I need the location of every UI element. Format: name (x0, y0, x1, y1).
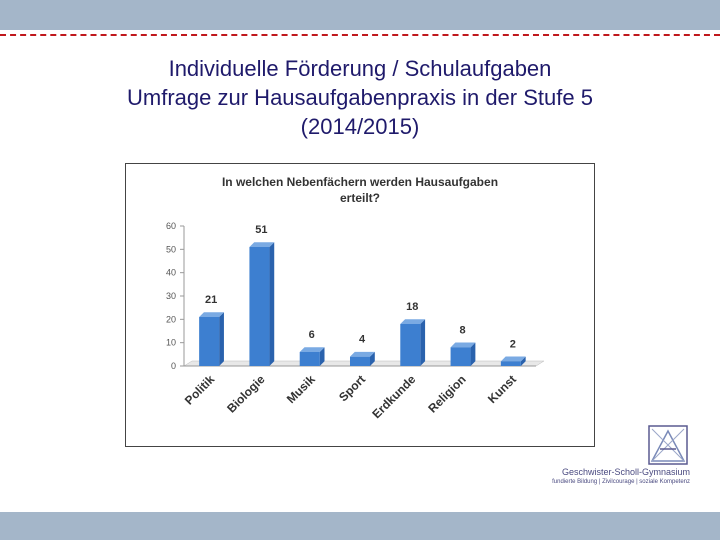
bar (350, 356, 370, 366)
y-tick-label: 40 (166, 268, 176, 278)
category-label: Kunst (485, 372, 519, 406)
bar-top (500, 356, 526, 362)
bar-side (420, 319, 426, 366)
bar-side (370, 351, 375, 366)
school-logo-icon (648, 425, 688, 465)
category-label: Sport (336, 372, 368, 404)
bar-top (450, 342, 476, 348)
bar-side (319, 347, 325, 366)
chart-container: In welchen Nebenfächern werden Hausaufga… (125, 163, 595, 447)
category-label: Erdkunde (369, 372, 418, 421)
header-bar (0, 0, 720, 30)
bar (400, 324, 421, 366)
bar-chart: 0 10 20 30 40 50 60 21 Politik 51 Biologie 6 Musik 4 S… (166, 221, 545, 421)
bar-side (269, 242, 275, 366)
chart-title-line-2: erteilt? (339, 191, 380, 205)
bar (500, 361, 521, 366)
school-tagline: fundierte Bildung | Zivilcourage | sozia… (552, 479, 690, 485)
bar-top (199, 312, 224, 317)
data-label: 18 (406, 301, 418, 313)
footer-bar (0, 512, 720, 540)
data-label: 51 (255, 224, 267, 236)
dashed-divider (0, 34, 720, 36)
category-label: Musik (284, 372, 318, 406)
slide-title: Individuelle Förderung / Schulaufgaben U… (60, 54, 660, 141)
slide-title-line-1: Individuelle Förderung / Schulaufgaben (168, 56, 552, 81)
slide-title-line-2: Umfrage zur Hausaufgabenpraxis in der St… (127, 85, 593, 110)
bar-side (219, 312, 224, 366)
data-label: 4 (359, 334, 366, 346)
y-tick-label: 60 (166, 221, 176, 231)
category-label: Religion (425, 372, 468, 415)
y-tick-label: 50 (166, 244, 176, 254)
bar-top (400, 319, 426, 324)
data-label: 8 (460, 324, 466, 336)
y-tick-label: 10 (166, 338, 176, 348)
chart-title: In welchen Nebenfächern werden Hausaufga… (126, 174, 594, 206)
y-tick-label: 0 (171, 361, 176, 371)
bar-top (249, 242, 275, 247)
bar-side (520, 356, 526, 366)
chart-title-line-1: In welchen Nebenfächern werden Hausaufga… (221, 175, 499, 189)
category-label: Politik (182, 372, 218, 408)
school-logo-text: Geschwister-Scholl-Gymnasium fundierte B… (540, 467, 690, 487)
bar (249, 247, 270, 366)
category-label: Biologie (224, 372, 268, 416)
bar-top (299, 347, 325, 352)
slide-title-line-3: (2014/2015) (300, 114, 420, 139)
bar (299, 352, 320, 366)
school-name: Geschwister-Scholl-Gymnasium (561, 467, 690, 477)
bar-top (350, 351, 375, 357)
bar (199, 317, 220, 366)
bar (450, 347, 471, 366)
y-tick-label: 20 (166, 314, 176, 324)
y-tick-label: 30 (166, 291, 176, 301)
bar-side (470, 342, 476, 366)
data-label: 6 (309, 329, 315, 341)
data-label: 21 (205, 294, 217, 306)
data-label: 2 (510, 338, 516, 350)
